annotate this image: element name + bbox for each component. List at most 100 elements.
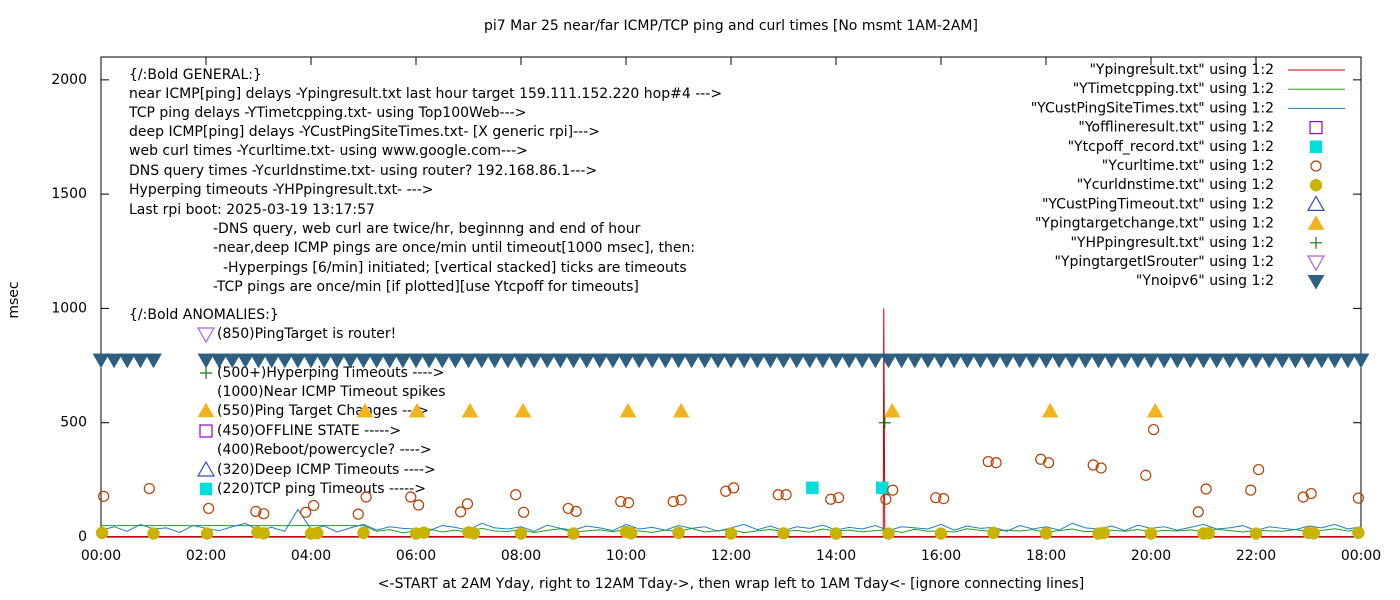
data-point <box>300 506 312 518</box>
data-point <box>276 353 294 369</box>
data-point <box>98 490 110 502</box>
data-point <box>930 492 942 504</box>
x-tick-label: 14:00 <box>816 548 856 564</box>
data-point <box>368 353 386 369</box>
x-tick-label: 02:00 <box>186 548 226 564</box>
legend-label: "YTimetcpping.txt" using 1:2 <box>1073 81 1274 97</box>
y-tick-label: 1000 <box>51 300 87 316</box>
data-point <box>1326 353 1344 369</box>
data-point <box>407 353 425 369</box>
data-point <box>525 353 543 369</box>
annotation: Hyperping timeouts -YHPpingresult.txt- -… <box>129 182 434 198</box>
data-point <box>615 495 627 508</box>
legend-label: "Ypingresult.txt" using 1:2 <box>1089 62 1274 78</box>
data-point <box>945 353 963 369</box>
data-point <box>833 492 845 504</box>
data-point <box>1146 402 1164 418</box>
data-point <box>777 527 790 540</box>
data-point <box>1011 353 1029 369</box>
data-point <box>514 527 528 540</box>
legend-label: "YHPpingresult.txt" using 1:2 <box>1070 235 1274 251</box>
data-point <box>360 491 372 503</box>
data-point <box>1202 527 1215 540</box>
data-point <box>200 527 214 540</box>
data-point <box>461 498 474 510</box>
data-point <box>131 353 149 369</box>
data-point <box>1249 527 1263 540</box>
annotation: TCP ping delays -YTimetcpping.txt- using… <box>128 105 526 121</box>
x-tick-label: 22:00 <box>1236 548 1276 564</box>
data-point <box>1050 353 1068 369</box>
legend-label: "YpingtargetISrouter" using 1:2 <box>1054 254 1274 270</box>
data-point <box>840 353 858 369</box>
data-point <box>1339 353 1357 369</box>
data-point <box>722 353 740 369</box>
data-point <box>1181 353 1199 369</box>
data-point <box>1352 492 1364 504</box>
data-point <box>433 353 451 369</box>
data-point <box>455 506 467 518</box>
data-point <box>880 493 892 505</box>
data-point <box>420 353 438 369</box>
data-point <box>1192 506 1204 518</box>
data-point <box>565 353 582 369</box>
annotation-key <box>199 424 213 438</box>
data-point <box>591 353 609 369</box>
legend-label: "YCustPingSiteTimes.txt" using 1:2 <box>1031 100 1274 116</box>
data-point <box>814 353 832 369</box>
data-point <box>801 353 819 369</box>
legend-swatch <box>1309 178 1323 192</box>
data-point <box>882 527 895 540</box>
legend-label: "Ytcpoff_record.txt" using 1:2 <box>1068 139 1274 155</box>
data-point <box>987 526 1000 540</box>
data-point <box>308 499 320 512</box>
data-point <box>932 353 950 369</box>
x-tick-label: 20:00 <box>1131 548 1171 564</box>
data-point <box>1307 527 1320 540</box>
data-point <box>92 353 110 369</box>
data-point <box>604 353 622 369</box>
data-point <box>570 505 582 517</box>
annotation-key <box>200 367 212 379</box>
data-point <box>1155 353 1173 369</box>
data-point <box>413 499 425 511</box>
legend-label: "Ycurltime.txt" using 1:2 <box>1102 158 1274 174</box>
data-point <box>683 353 701 369</box>
data-point <box>357 526 370 540</box>
data-point <box>887 484 899 496</box>
annotation: -near,deep ICMP pings are once/min until… <box>213 240 695 256</box>
data-point <box>829 527 843 540</box>
data-point <box>1129 353 1147 369</box>
data-point <box>1043 457 1055 469</box>
annotation: DNS query times -Ycurldnstime.txt- using… <box>129 163 597 179</box>
data-point <box>315 353 333 369</box>
data-point <box>667 495 679 508</box>
annotation-key <box>196 327 216 344</box>
legend-swatch <box>1307 274 1325 290</box>
annotation: {/:Bold GENERAL:} <box>129 67 262 83</box>
data-point <box>223 353 241 369</box>
data-point <box>806 481 819 495</box>
data-point <box>625 527 638 540</box>
data-point <box>1095 462 1107 474</box>
x-tick-label: 16:00 <box>921 548 961 564</box>
legend-swatch <box>1310 160 1322 172</box>
data-point <box>780 489 792 501</box>
data-point <box>538 353 556 369</box>
x-tick-label: 18:00 <box>1026 548 1066 564</box>
legend-label: "Ycurldnstime.txt" using 1:2 <box>1077 177 1274 193</box>
data-point <box>446 353 464 369</box>
data-point <box>562 502 574 515</box>
data-point <box>1168 353 1186 369</box>
data-point <box>1273 353 1291 369</box>
data-point <box>761 353 779 369</box>
data-point <box>408 402 426 418</box>
data-point <box>919 353 937 369</box>
data-point <box>381 353 399 369</box>
data-point <box>250 353 267 369</box>
data-point <box>985 353 1002 369</box>
data-point <box>499 353 517 369</box>
data-point <box>1245 484 1257 496</box>
data-point <box>1076 353 1094 369</box>
legend-swatch <box>1310 236 1322 249</box>
